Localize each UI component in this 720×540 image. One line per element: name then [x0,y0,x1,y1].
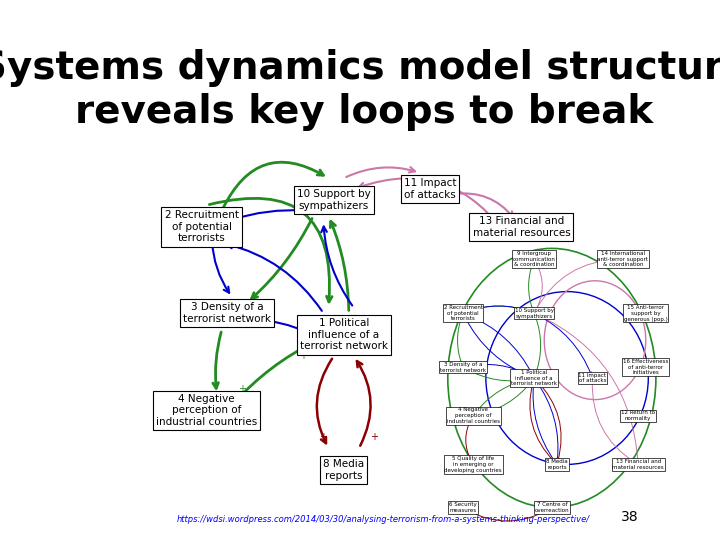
Text: +: + [299,352,307,361]
Text: 10 Support by
sympathizers: 10 Support by sympathizers [297,189,371,211]
Text: 4 Negative
perception of
industrial countries: 4 Negative perception of industrial coun… [156,394,257,427]
Text: 12 Return to
normality: 12 Return to normality [621,410,655,421]
Text: 15 Anti-terror
support by
generous (pop.): 15 Anti-terror support by generous (pop.… [624,305,667,321]
Text: https://wdsi.wordpress.com/2014/03/30/analysing-terrorism-from-a-systems-thinkin: https://wdsi.wordpress.com/2014/03/30/an… [176,515,590,524]
Text: 1 Political
influence of a
terrorist network: 1 Political influence of a terrorist net… [511,370,557,386]
Text: 38: 38 [621,510,638,524]
Text: 10 Support by
sympathizers: 10 Support by sympathizers [515,308,554,319]
Text: Systems dynamics model structure
reveals key loops to break: Systems dynamics model structure reveals… [0,49,720,131]
Text: 4 Negative
perception of
industrial countries: 4 Negative perception of industrial coun… [446,408,500,424]
Text: 8 Media
reports: 8 Media reports [546,459,568,470]
Text: 3 Density of a
terrorist network: 3 Density of a terrorist network [440,362,486,373]
Text: 14 International
anti-terror support
& coordination: 14 International anti-terror support & c… [598,251,648,267]
Text: 8 Media
reports: 8 Media reports [323,459,364,481]
Text: 3 Density of a
terrorist network: 3 Density of a terrorist network [183,302,271,324]
Text: 6 Security
measures: 6 Security measures [449,502,477,513]
Text: 11 Impact
of attacks: 11 Impact of attacks [404,178,456,200]
Text: +: + [320,433,328,442]
Text: 2 Recruitment
of potential
terrorists: 2 Recruitment of potential terrorists [444,305,482,321]
Text: 11 Impact
of attacks: 11 Impact of attacks [578,373,606,383]
Text: 13 Financial and
material resources: 13 Financial and material resources [472,216,570,238]
Text: 9 Intergroup
communication
& coordination: 9 Intergroup communication & coordinatio… [513,251,556,267]
Text: +: + [238,384,246,394]
Text: 16 Effectiveness
of anti-terror
initiatives: 16 Effectiveness of anti-terror initiati… [623,359,668,375]
Text: 1 Political
influence of a
terrorist network: 1 Political influence of a terrorist net… [300,318,388,352]
Text: 7 Centre of
overreaction: 7 Centre of overreaction [534,502,570,513]
Text: 2 Recruitment
of potential
terrorists: 2 Recruitment of potential terrorists [165,210,238,244]
Text: 5 Quality of life
in emerging or
developing countries: 5 Quality of life in emerging or develop… [444,456,502,472]
Text: +: + [208,244,216,253]
Text: +: + [370,433,378,442]
Text: 13 Financial and
material resources: 13 Financial and material resources [612,459,664,470]
